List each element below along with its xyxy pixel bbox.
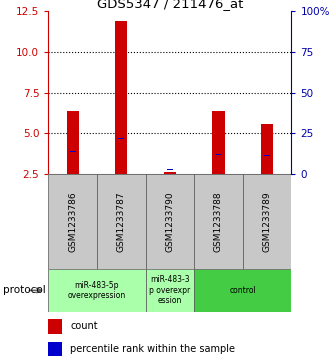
Bar bbox=[164, 172, 176, 174]
Bar bbox=[48, 269, 146, 312]
Bar bbox=[115, 21, 127, 174]
Text: GSM1233788: GSM1233788 bbox=[214, 191, 223, 252]
Text: miR-483-3
p overexpr
ession: miR-483-3 p overexpr ession bbox=[149, 276, 190, 305]
Title: GDS5347 / 211476_at: GDS5347 / 211476_at bbox=[97, 0, 243, 10]
Text: miR-483-5p
overexpression: miR-483-5p overexpression bbox=[68, 281, 126, 300]
Text: GSM1233787: GSM1233787 bbox=[117, 191, 126, 252]
Bar bbox=[48, 174, 97, 269]
Bar bbox=[48, 342, 62, 356]
Bar bbox=[167, 169, 173, 170]
Text: GSM1233789: GSM1233789 bbox=[262, 191, 272, 252]
Bar bbox=[70, 151, 76, 152]
Bar bbox=[215, 154, 221, 155]
Text: percentile rank within the sample: percentile rank within the sample bbox=[70, 344, 235, 354]
Text: protocol: protocol bbox=[3, 285, 46, 295]
Bar bbox=[146, 174, 194, 269]
Text: GSM1233786: GSM1233786 bbox=[68, 191, 77, 252]
Bar bbox=[48, 319, 62, 334]
Bar bbox=[67, 110, 79, 174]
Bar bbox=[264, 155, 270, 156]
Text: count: count bbox=[70, 321, 98, 331]
Text: GSM1233790: GSM1233790 bbox=[165, 191, 174, 252]
Bar bbox=[146, 269, 194, 312]
Bar bbox=[118, 138, 124, 139]
Bar bbox=[194, 269, 291, 312]
Bar bbox=[243, 174, 291, 269]
Bar bbox=[212, 110, 224, 174]
Bar bbox=[97, 174, 146, 269]
Bar bbox=[194, 174, 243, 269]
Bar bbox=[261, 123, 273, 174]
Text: control: control bbox=[229, 286, 256, 295]
